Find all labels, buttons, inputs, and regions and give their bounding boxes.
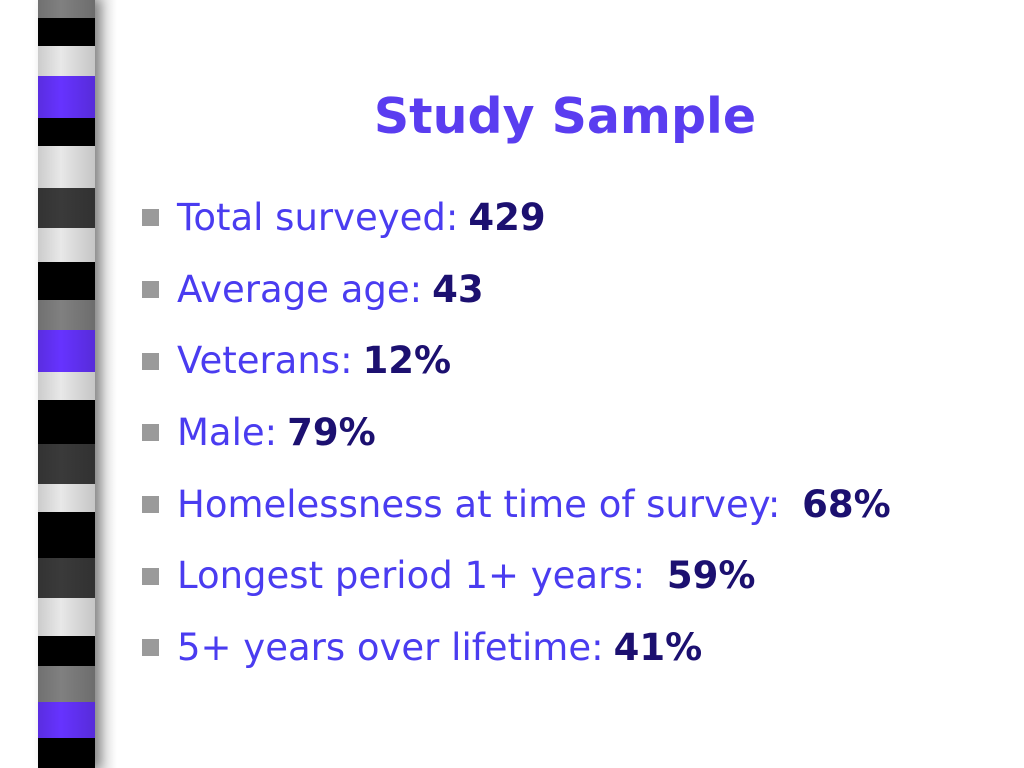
bullet-value: 79% xyxy=(287,410,376,454)
bullet-item-veterans: Veterans: 12% xyxy=(142,325,891,397)
bullet-item-total-surveyed: Total surveyed: 429 xyxy=(142,182,891,254)
square-bullet-icon xyxy=(142,281,159,299)
bullet-label: Homelessness at time of survey: xyxy=(177,482,793,526)
stripe-segment xyxy=(38,598,95,636)
bullet-item-lifetime: 5+ years over lifetime: 41% xyxy=(142,612,891,684)
slide-title: Study Sample xyxy=(373,88,757,145)
bullet-item-longest-period: Longest period 1+ years: 59% xyxy=(142,540,891,612)
stripe-shadow xyxy=(95,0,117,768)
stripe-segment xyxy=(38,558,95,598)
bullet-value: 68% xyxy=(802,482,891,526)
stripe-segment xyxy=(38,484,95,512)
stripe-segment xyxy=(38,636,95,666)
stripe-segment xyxy=(38,228,95,262)
stripe-segment xyxy=(38,300,95,330)
stripe-segment xyxy=(38,444,95,484)
stripe-segment xyxy=(38,666,95,702)
square-bullet-icon xyxy=(142,424,159,442)
stripe-segment xyxy=(38,46,95,76)
bullet-label: Veterans: xyxy=(177,339,353,383)
bullet-item-homelessness: Homelessness at time of survey: 68% xyxy=(142,469,891,541)
stripe-segment xyxy=(38,146,95,188)
stripe-segment xyxy=(38,118,95,146)
stripe-segment xyxy=(38,400,95,444)
decorative-stripe-bar xyxy=(38,0,95,768)
bullet-item-average-age: Average age: 43 xyxy=(142,254,891,326)
stripe-segment xyxy=(38,702,95,738)
bullet-value: 12% xyxy=(362,339,452,383)
bullet-value: 43 xyxy=(432,267,484,311)
stripe-segment xyxy=(38,330,95,372)
bullet-list: Total surveyed: 429 Average age: 43 Vete… xyxy=(142,182,891,684)
stripe-segment xyxy=(38,76,95,118)
bullet-label: Total surveyed: xyxy=(177,195,459,239)
stripe-segment xyxy=(38,512,95,558)
stripe-segment xyxy=(38,188,95,228)
bullet-value: 59% xyxy=(666,554,756,598)
bullet-value: 41% xyxy=(613,625,703,669)
stripe-segment xyxy=(38,262,95,300)
square-bullet-icon xyxy=(142,496,159,514)
square-bullet-icon xyxy=(142,567,159,585)
bullet-item-male: Male: 79% xyxy=(142,397,891,469)
stripe-segment xyxy=(38,18,95,46)
bullet-label: Male: xyxy=(177,410,278,454)
stripe-segment xyxy=(38,738,95,768)
bullet-value: 429 xyxy=(468,195,546,239)
bullet-label: Longest period 1+ years: xyxy=(177,554,657,598)
stripe-segment xyxy=(38,372,95,400)
square-bullet-icon xyxy=(142,639,159,657)
bullet-label: 5+ years over lifetime: xyxy=(177,625,604,669)
bullet-label: Average age: xyxy=(177,267,423,311)
square-bullet-icon xyxy=(142,209,159,227)
stripe-segment xyxy=(38,0,95,18)
square-bullet-icon xyxy=(142,352,159,370)
